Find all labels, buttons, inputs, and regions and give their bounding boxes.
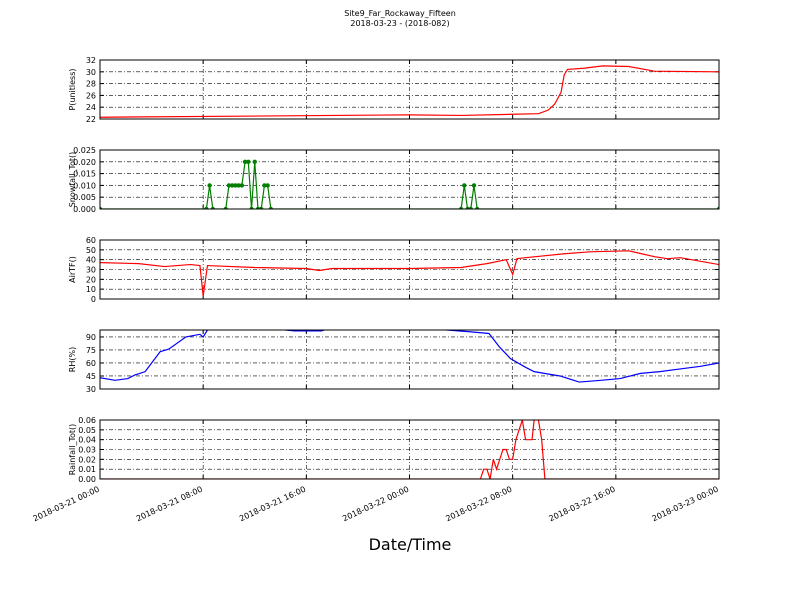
data-point [242,159,248,164]
y-tick-label: 90 [86,333,96,342]
y-tick-label: 28 [86,80,96,89]
y-tick-label: 0.025 [73,146,96,155]
y-tick-label: 60 [86,236,96,245]
data-point [223,206,228,209]
data-line [100,330,719,383]
y-tick-label: 0.02 [78,455,96,464]
data-point [236,183,241,188]
y-tick-label: 0.06 [78,416,96,425]
y-tick-label: 10 [86,285,96,294]
data-point [462,183,467,188]
y-tick-label: 60 [86,359,96,368]
y-tick-label: 0.03 [78,446,96,455]
x-tick-label: 2018-03-22 00:00 [341,485,410,524]
y-tick-label: 30 [86,266,96,275]
x-tick-label: 2018-03-21 16:00 [238,485,307,524]
y-tick-label: 30 [86,385,96,394]
data-point [233,183,238,188]
data-point [258,206,264,209]
y-axis-label: Snowfall_Tot() [68,152,77,208]
plot-area [100,330,719,383]
data-point [207,183,212,188]
data-point [468,206,473,209]
axes-frame [99,239,720,300]
data-line [100,161,719,209]
y-tick-label: 0 [91,295,96,304]
y-tick-label: 0.00 [78,475,96,484]
figure-subtitle: 2018-03-23 - (2018-082) [350,19,449,28]
data-point [458,206,464,209]
y-tick-label: 0.000 [73,205,96,214]
x-tick-label: 2018-03-23 00:00 [651,485,720,524]
x-axis-label: Date/Time [369,535,452,554]
data-point [252,159,257,164]
data-point [262,183,267,188]
y-axis-label: AirTF() [68,256,77,283]
data-line [100,250,719,297]
axes-frame [99,329,720,390]
y-tick-label: 22 [86,115,96,124]
y-tick-label: 26 [86,91,96,100]
plot-area [100,420,719,479]
data-point [265,183,270,188]
y-tick-label: 30 [86,68,96,77]
y-tick-label: 0.015 [73,170,96,179]
y-tick-label: 50 [86,246,96,255]
data-point [249,206,254,209]
data-point [100,206,103,209]
axes-frame [99,149,720,210]
x-tick-label: 2018-03-21 08:00 [135,485,204,524]
data-point [246,159,251,164]
y-tick-label: 75 [86,346,96,355]
data-point [471,183,477,188]
y-axis-label: RH(%) [68,347,77,372]
y-tick-label: 24 [86,103,96,112]
y-tick-label: 20 [86,275,96,284]
y-tick-label: 0.04 [78,436,96,445]
y-tick-label: 0.010 [73,181,96,190]
data-point [229,183,235,188]
y-axis-label: Rainfall_Tot() [68,424,77,476]
axes-frame [99,59,720,120]
figure-title: Site9_Far_Rockaway_Fifteen [344,9,456,18]
data-line [100,420,719,479]
data-point [268,206,274,209]
data-point [204,206,209,209]
x-tick-label: 2018-03-21 00:00 [32,485,101,524]
data-line [100,65,719,118]
data-point [210,206,216,209]
y-tick-label: 40 [86,256,96,265]
y-tick-label: 0.01 [78,465,96,474]
data-point [239,183,245,188]
y-axis-label: P(unitless) [68,68,77,110]
x-tick-label: 2018-03-22 08:00 [444,485,513,524]
y-tick-label: 0.005 [73,193,96,202]
data-point [475,206,480,209]
plot-area [100,250,719,297]
plot-area [100,159,719,209]
y-tick-label: 0.05 [78,426,96,435]
data-point [716,206,719,209]
y-tick-label: 0.020 [73,158,96,167]
axes-frame [99,419,720,480]
data-point [226,183,232,188]
plot-area [100,65,719,118]
y-tick-label: 45 [86,372,96,381]
x-tick-label: 2018-03-22 16:00 [548,485,617,524]
y-tick-label: 32 [86,56,96,65]
